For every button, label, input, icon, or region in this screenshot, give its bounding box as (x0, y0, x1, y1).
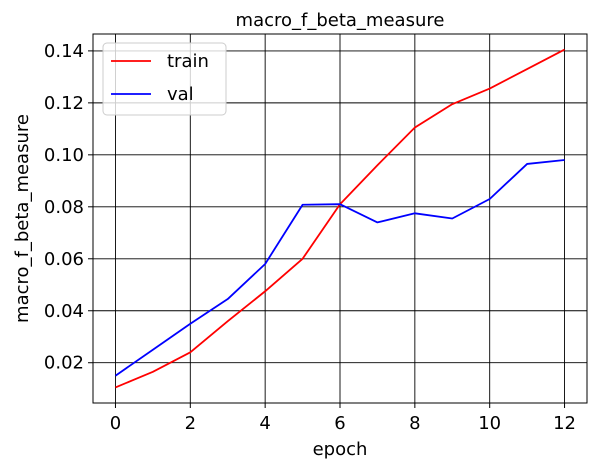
y-axis-label: macro_f_beta_measure (12, 114, 33, 323)
y-axis: 0.02 0.04 0.06 0.08 0.10 0.12 0.14 (44, 41, 93, 374)
chart-title: macro_f_beta_measure (236, 10, 445, 31)
y-tick-label-1: 0.04 (44, 301, 84, 322)
x-tick-label-4: 8 (409, 413, 420, 434)
legend: train val (102, 42, 227, 116)
y-tick-label-4: 0.10 (44, 145, 84, 166)
grid (93, 34, 587, 403)
x-axis: 0 2 4 6 8 10 12 (110, 403, 576, 434)
y-tick-label-6: 0.14 (44, 41, 84, 62)
x-tick-label-2: 4 (259, 413, 270, 434)
x-tick-label-6: 12 (553, 413, 576, 434)
y-tick-label-5: 0.12 (44, 93, 84, 114)
y-tick-label-3: 0.08 (44, 197, 84, 218)
series-layer (114, 48, 565, 389)
x-tick-label-5: 10 (478, 413, 501, 434)
x-tick-label-0: 0 (110, 413, 121, 434)
x-axis-label: epoch (313, 439, 368, 460)
y-tick-label-2: 0.06 (44, 249, 84, 270)
legend-label-train: train (167, 51, 209, 72)
x-tick-label-1: 2 (185, 413, 196, 434)
series-line-val (114, 159, 565, 377)
legend-label-val: val (167, 84, 194, 105)
y-tick-label-0: 0.02 (44, 353, 84, 374)
x-tick-label-3: 6 (334, 413, 345, 434)
